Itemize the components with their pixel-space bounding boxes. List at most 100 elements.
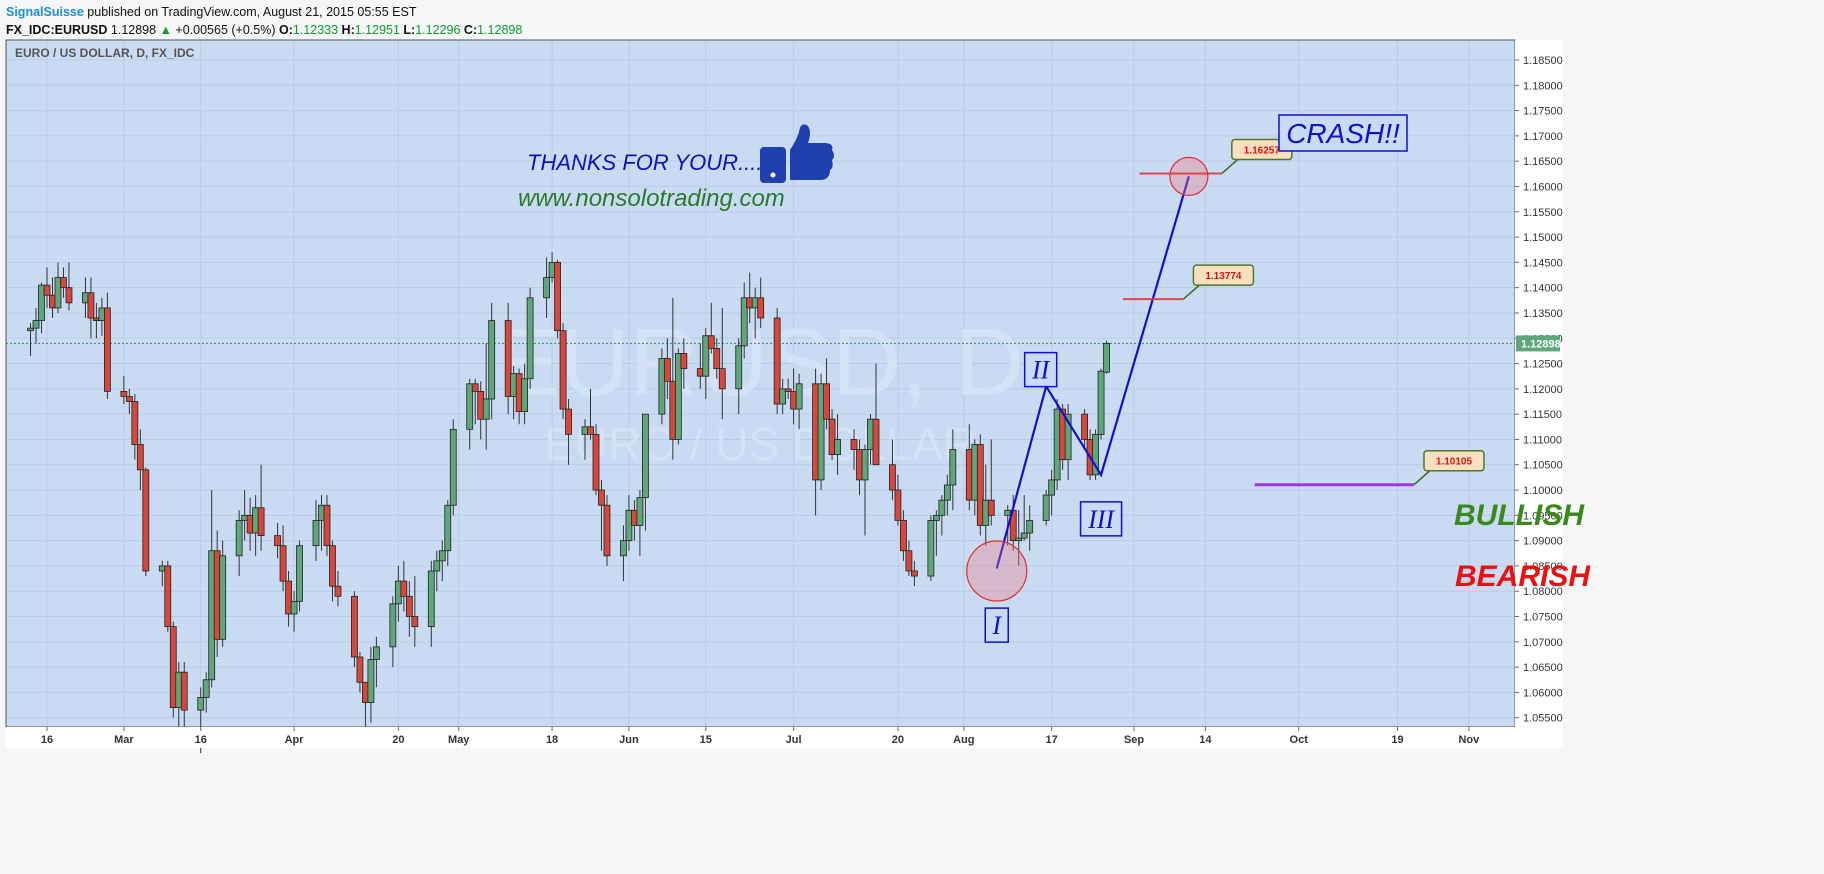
candle-body <box>784 388 792 392</box>
last-price-badge: 1.12898 <box>1516 335 1561 352</box>
candle-body <box>1081 413 1088 440</box>
y-tick-label: 1.16500 <box>1523 156 1563 168</box>
candle-body <box>911 570 918 577</box>
bearish-text: BEARISH <box>1455 560 1591 593</box>
candle-body <box>565 408 572 435</box>
last-price: 1.12898 <box>110 23 157 37</box>
candle-body <box>773 317 781 405</box>
y-tick-label: 1.05500 <box>1523 713 1563 725</box>
x-tick-label: 14 <box>1199 734 1212 746</box>
thumb-dot <box>770 172 776 178</box>
candle-body <box>427 570 435 628</box>
candle-body <box>202 679 210 698</box>
candle-body <box>411 616 419 628</box>
wave-label: I <box>991 611 1002 640</box>
candle-body <box>433 560 441 572</box>
candle-body <box>257 507 265 536</box>
thumb-hand <box>790 124 834 180</box>
highlight-circle <box>966 540 1028 602</box>
y-tick-label: 1.18000 <box>1523 80 1563 92</box>
candle-body <box>554 261 561 332</box>
candle-body <box>466 383 474 430</box>
price-axis[interactable] <box>1515 40 1563 748</box>
candle-body <box>823 383 830 420</box>
y-tick-label: 1.06000 <box>1523 687 1563 699</box>
callout-label: 1.10105 <box>1436 457 1473 468</box>
candle-body <box>400 580 408 597</box>
crash-label: CRASH!! <box>1278 114 1408 152</box>
candle-body <box>702 335 710 377</box>
candle-body <box>938 499 946 516</box>
callout-pointer <box>1182 284 1200 300</box>
x-tick-label: 16 <box>195 734 207 746</box>
candle-body <box>850 439 858 450</box>
x-tick-label: Jul <box>786 734 802 746</box>
close-value: 1.12898 <box>477 23 523 37</box>
y-tick-label: 1.07500 <box>1523 612 1563 624</box>
candle-body <box>389 603 397 648</box>
y-tick-label: 1.07000 <box>1523 637 1563 649</box>
x-tick-label: 18 <box>546 734 558 746</box>
y-tick-label: 1.10500 <box>1523 460 1563 472</box>
thanks-text: THANKS FOR YOUR..... <box>527 150 769 175</box>
candle-body <box>932 514 940 521</box>
candle-body <box>235 519 243 557</box>
published-text: published on TradingView.com, August 21,… <box>83 5 417 19</box>
close-label: C: <box>463 23 478 37</box>
y-tick-label: 1.11000 <box>1523 434 1562 446</box>
candle-body <box>976 444 984 526</box>
candle-body <box>65 287 73 304</box>
candle-body <box>334 585 342 597</box>
callout-label: 1.13774 <box>1205 271 1242 282</box>
y-tick-label: 1.06500 <box>1523 662 1563 674</box>
x-tick-label: Nov <box>1458 734 1480 746</box>
candle-body <box>219 555 227 640</box>
candle-body <box>987 499 995 516</box>
candle-body <box>543 277 550 299</box>
candle-body <box>1020 532 1028 539</box>
candle-body <box>889 464 896 491</box>
candle-body <box>641 413 649 499</box>
candle-body <box>504 320 512 397</box>
x-tick-label: Aug <box>953 734 974 746</box>
last-price-badge-box <box>1516 335 1560 352</box>
candle-body <box>356 656 364 683</box>
low-value: 1.12296 <box>415 23 461 37</box>
website-text[interactable]: www.nonsolotrading.com <box>518 185 785 212</box>
last-price-badge-label: 1.12898 <box>1521 338 1561 350</box>
candle-body <box>131 401 139 445</box>
y-tick-label: 1.09500 <box>1523 510 1563 522</box>
candle-body <box>603 504 611 557</box>
candle-body <box>526 297 534 380</box>
candle-body <box>943 484 951 501</box>
candle-body <box>680 353 688 370</box>
candle-body <box>1097 370 1105 435</box>
high-value: 1.12951 <box>354 23 400 37</box>
candle-body <box>1092 433 1099 476</box>
wave-label-box <box>984 607 1010 643</box>
wave-label-box <box>1023 351 1058 388</box>
y-tick-label: 1.12500 <box>1523 359 1563 371</box>
x-tick-label: 15 <box>700 734 712 746</box>
x-tick-label: 20 <box>892 734 904 746</box>
candle-body <box>43 284 51 296</box>
x-tick-label: 20 <box>392 734 404 746</box>
callout-pointer <box>1413 470 1431 486</box>
candle-body <box>444 504 452 552</box>
candle-body <box>894 489 902 521</box>
candle-body <box>828 418 836 456</box>
bullish-text: BULLISH <box>1454 499 1585 532</box>
candles <box>27 252 1110 754</box>
x-tick-label: Oct <box>1290 734 1309 746</box>
candle-body <box>707 335 715 349</box>
candle-body <box>471 383 479 392</box>
candle-body <box>718 368 726 390</box>
candle-body <box>312 519 320 547</box>
time-axis-ticks: 16 Mar 16 Apr 20 May 18 Jun 15 Jul 20 Aug 17 Sep 14 Oct… <box>41 727 1480 746</box>
time-axis[interactable] <box>6 727 1515 748</box>
author-link[interactable]: SignalSuisse <box>6 5 84 19</box>
watermark-symbol: EURUSD, D <box>496 309 1024 416</box>
y-tick-label: 1.10000 <box>1523 485 1563 497</box>
